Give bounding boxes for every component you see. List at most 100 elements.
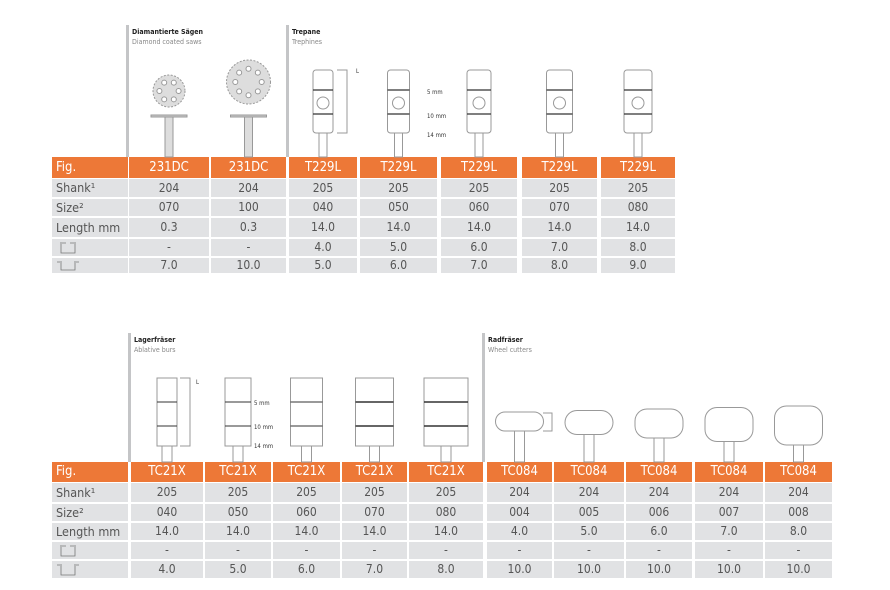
wheel-head (704, 407, 754, 442)
table-cell-length: 14.0 (409, 523, 483, 540)
table-cell-length: 4.0 (487, 523, 552, 540)
saw-hole (245, 65, 252, 72)
length-label: L (196, 379, 199, 386)
fig-code: TC084 (765, 462, 832, 482)
trephine-window (631, 96, 645, 110)
trephine-body (312, 69, 334, 134)
table-cell-d2: 10.0 (765, 561, 832, 578)
outer-diameter-icon (52, 258, 128, 273)
fig-code: 231DC (129, 157, 209, 178)
table-cell-d1: 5.0 (360, 239, 437, 256)
bur-body (290, 377, 323, 447)
table-cell-size: 004 (487, 504, 552, 521)
saw-disc (152, 74, 186, 108)
table-cell-d1: - (131, 542, 203, 559)
fig-code: TC084 (626, 462, 692, 482)
shank (161, 445, 173, 463)
trephine-body (623, 69, 653, 134)
bur-body (355, 377, 394, 447)
inner-diameter-icon (52, 239, 128, 256)
shank (793, 444, 804, 463)
table-cell-shank: 204 (554, 483, 624, 502)
row-label: Length mm (52, 218, 128, 237)
row-label: Fig. (52, 157, 128, 178)
row-label: Shank¹ (52, 483, 128, 502)
table-cell-shank: 204 (765, 483, 832, 502)
table-cell-size: 080 (409, 504, 483, 521)
table-cell-d2: 10.0 (695, 561, 763, 578)
wheel-head (634, 408, 684, 439)
table-cell-shank: 205 (601, 179, 675, 197)
table-cell-d1: 7.0 (522, 239, 597, 256)
table-cell-d2: 10.0 (554, 561, 624, 578)
table-cell-d2: 5.0 (205, 561, 271, 578)
section-title-de: Radfräser (488, 336, 523, 344)
table-cell-shank: 205 (205, 483, 271, 502)
shank (318, 132, 328, 158)
table-cell-size: 040 (289, 199, 357, 216)
bur-body (423, 377, 469, 447)
wheel-head (774, 405, 823, 446)
fig-code: TC084 (554, 462, 624, 482)
table-cell-size: 005 (554, 504, 624, 521)
table-cell-d1: - (554, 542, 624, 559)
fig-code: TC21X (342, 462, 407, 482)
table-cell-d2: 4.0 (131, 561, 203, 578)
table-cell-d2: 8.0 (522, 258, 597, 273)
inner-diameter-icon (52, 542, 128, 559)
section-title-de: Trepane (292, 28, 321, 36)
saw-hole (258, 79, 265, 85)
table-cell-size: 007 (695, 504, 763, 521)
table-cell-d1: - (342, 542, 407, 559)
shank (394, 132, 403, 158)
table-cell-length: 14.0 (273, 523, 340, 540)
table-cell-size: 070 (342, 504, 407, 521)
section-title-en: Ablative burs (134, 346, 176, 354)
saw-hole (254, 69, 261, 76)
table-cell-d2: 6.0 (273, 561, 340, 578)
saw-hole (232, 79, 239, 85)
saw-hole (236, 88, 243, 95)
trephine-window (316, 96, 330, 110)
outer-diameter-icon (52, 561, 128, 578)
table-cell-shank: 205 (360, 179, 437, 197)
section-title-de: Diamantierte Sägen (132, 28, 204, 36)
table-cell-shank: 205 (289, 179, 357, 197)
section-title-en: Diamond coated saws (132, 38, 202, 46)
table-cell-d1: - (626, 542, 692, 559)
saw-hole (236, 69, 243, 76)
saw-hole (245, 92, 252, 99)
row-label: Size² (52, 504, 128, 521)
shank (164, 116, 174, 158)
saw-hole (254, 88, 261, 95)
table-cell-size: 070 (522, 199, 597, 216)
table-cell-d1: - (765, 542, 832, 559)
shank (232, 445, 244, 463)
depth-label: 10 mm (254, 424, 273, 431)
table-cell-size: 050 (360, 199, 437, 216)
table-cell-size: 040 (131, 504, 203, 521)
table-cell-length: 5.0 (554, 523, 624, 540)
saw-hole (175, 88, 182, 94)
table-cell-d1: - (695, 542, 763, 559)
bur-body (156, 377, 178, 447)
table-cell-d2: 6.0 (360, 258, 437, 273)
trephine-body (466, 69, 492, 134)
length-bracket (180, 377, 191, 447)
section-divider (482, 333, 485, 462)
table-cell-d1: 4.0 (289, 239, 357, 256)
table-cell-length: 14.0 (289, 218, 357, 237)
trephine-window (472, 96, 486, 110)
saw-hole (170, 96, 177, 103)
shank (301, 445, 312, 463)
table-cell-length: 14.0 (205, 523, 271, 540)
length-bracket (337, 69, 348, 134)
table-cell-length: 0.3 (129, 218, 209, 237)
fig-code: T229L (601, 157, 675, 178)
table-cell-size: 080 (601, 199, 675, 216)
table-cell-size: 006 (626, 504, 692, 521)
table-cell-d2: 10.0 (211, 258, 286, 273)
table-cell-d2: 9.0 (601, 258, 675, 273)
shank (653, 437, 665, 463)
